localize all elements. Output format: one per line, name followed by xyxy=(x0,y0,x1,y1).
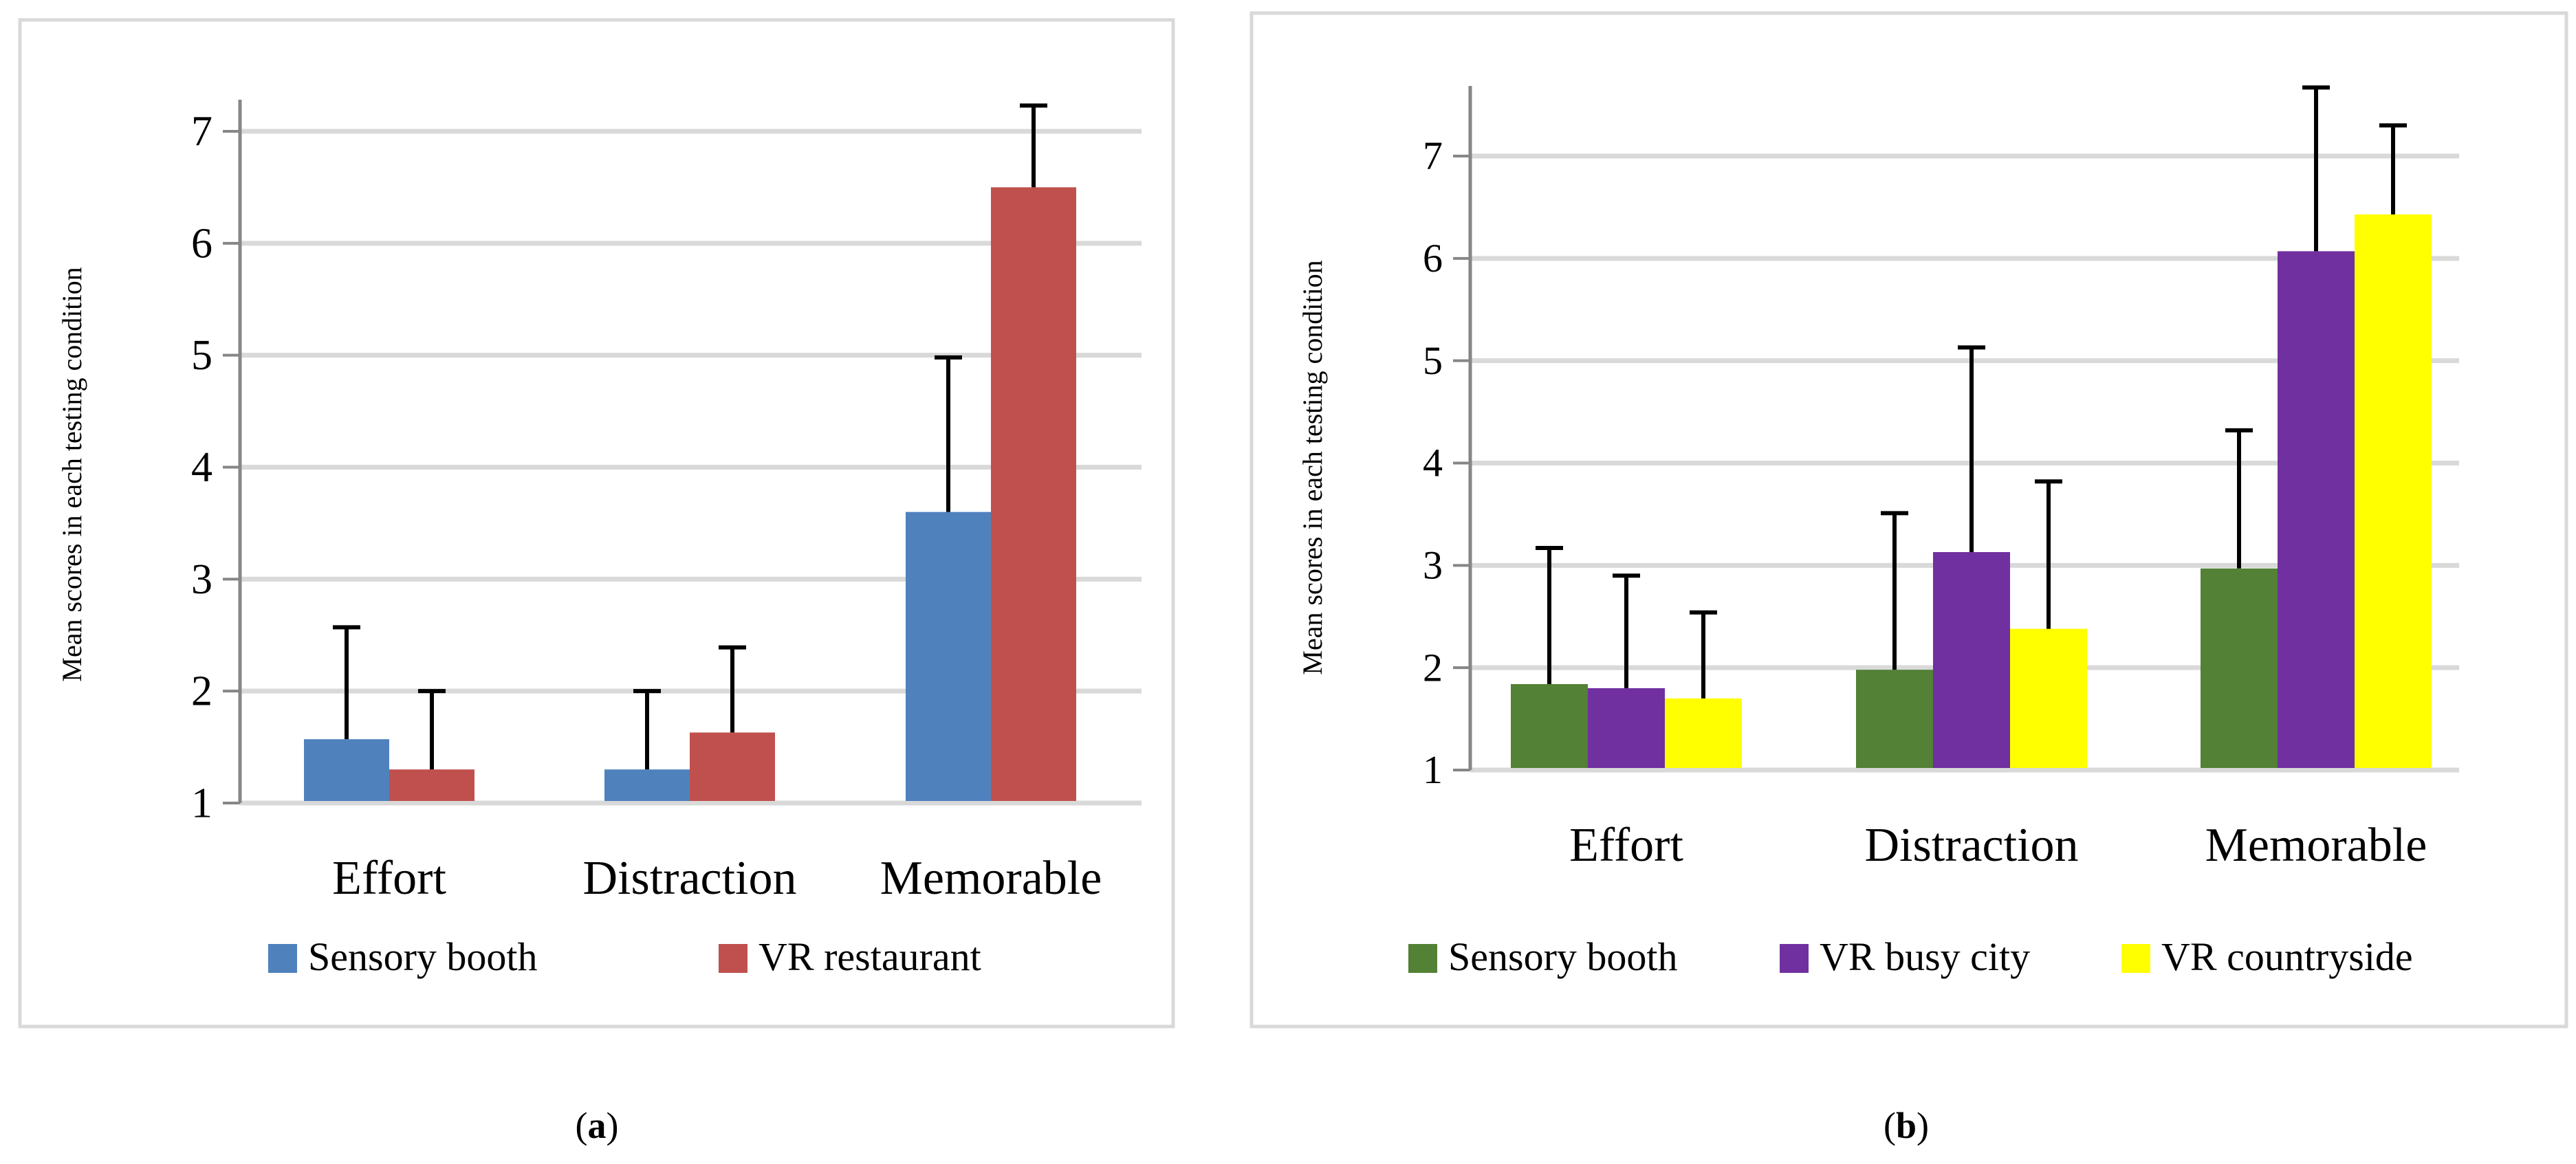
x-category-label: Effort xyxy=(1569,819,1683,872)
bar xyxy=(991,187,1076,802)
y-axis-label: Mean scores in each testing condition xyxy=(56,267,87,681)
y-axis-label: Mean scores in each testing condition xyxy=(1297,260,1328,674)
legend-label: VR busy city xyxy=(1820,934,2030,979)
y-tick-label: 4 xyxy=(191,444,212,491)
legend-swatch xyxy=(1780,944,1809,973)
y-tick-label: 1 xyxy=(1423,747,1443,792)
legend-swatch xyxy=(719,944,747,973)
legend-label: VR restaurant xyxy=(758,934,981,979)
bar xyxy=(2201,568,2278,768)
y-tick-label: 3 xyxy=(1423,542,1443,587)
panel-a-caption: (a) xyxy=(576,1105,619,1146)
bar xyxy=(1665,698,1742,768)
x-category-label: Distraction xyxy=(582,852,796,905)
bar xyxy=(389,769,474,801)
x-category-label: Memorable xyxy=(880,852,1102,905)
bar xyxy=(604,769,690,801)
bar xyxy=(2355,214,2432,769)
bar xyxy=(2278,251,2355,768)
bar xyxy=(304,739,389,801)
y-tick-label: 6 xyxy=(1423,236,1443,281)
chart-a: 1 2 3 4 5 6 7 Mean scores in each testing condi… xyxy=(56,100,1142,979)
panel-b-caption: (b) xyxy=(1884,1105,1929,1146)
y-tick-label: 2 xyxy=(191,668,212,715)
legend-swatch xyxy=(268,944,297,973)
x-category-label: Distraction xyxy=(1864,819,2078,872)
chart-b: 1 2 3 4 5 6 7 Mean scores in each testing condi… xyxy=(1297,85,2459,979)
bar xyxy=(1511,683,1588,768)
legend-label: Sensory booth xyxy=(1448,934,1678,979)
y-tick-label: 2 xyxy=(1423,645,1443,690)
y-tick-label: 5 xyxy=(191,332,212,379)
y-tick-label: 3 xyxy=(191,556,212,603)
legend-label: VR countryside xyxy=(2161,934,2413,979)
y-tick-label: 6 xyxy=(191,220,212,267)
legend-swatch xyxy=(1408,944,1437,973)
bar xyxy=(690,732,775,801)
bar xyxy=(1588,688,1665,768)
y-tick-label: 4 xyxy=(1423,441,1443,485)
bar xyxy=(2010,628,2087,768)
y-tick-label: 7 xyxy=(1423,133,1443,178)
y-tick-label: 5 xyxy=(1423,338,1443,383)
bar xyxy=(1933,551,2010,768)
bar xyxy=(906,512,991,801)
legend-label: Sensory booth xyxy=(308,934,538,979)
bar xyxy=(1856,670,1933,768)
x-category-label: Memorable xyxy=(2205,819,2427,872)
legend-swatch xyxy=(2121,944,2150,973)
x-category-label: Effort xyxy=(332,852,446,905)
y-tick-label: 7 xyxy=(191,108,212,155)
y-tick-label: 1 xyxy=(191,780,212,826)
